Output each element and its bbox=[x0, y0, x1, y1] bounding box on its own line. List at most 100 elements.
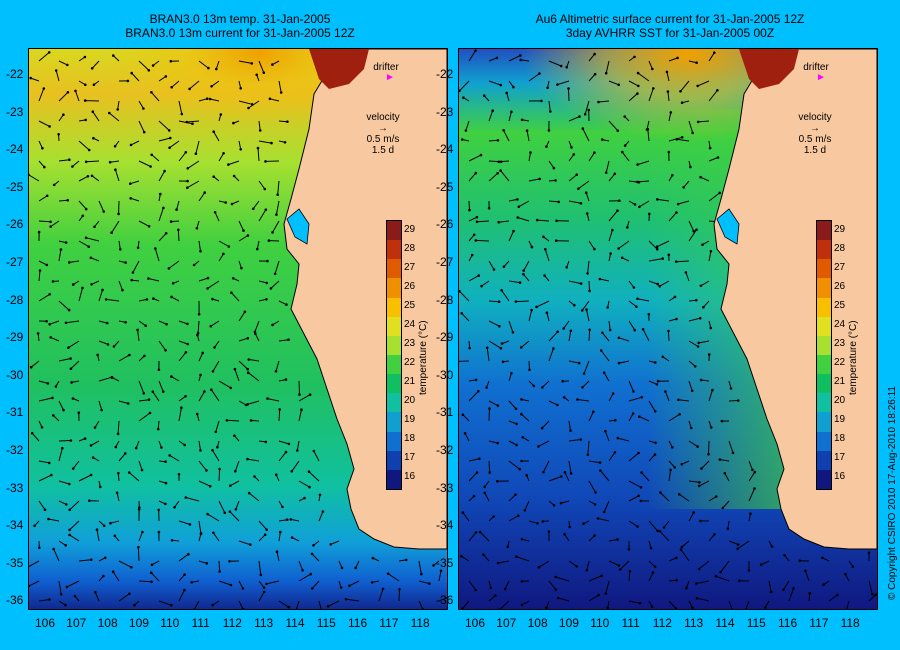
current-arrow-head bbox=[48, 322, 51, 326]
current-arrow-head bbox=[49, 336, 52, 339]
current-arrow-head bbox=[699, 284, 703, 288]
current-arrow bbox=[524, 500, 530, 511]
colorbar-swatch bbox=[817, 278, 831, 299]
current-arrow-head bbox=[271, 323, 274, 327]
current-arrow bbox=[520, 413, 530, 422]
current-arrow bbox=[108, 112, 120, 122]
current-arrow bbox=[38, 220, 51, 223]
current-arrow-head bbox=[205, 469, 208, 472]
current-arrow-head bbox=[59, 593, 63, 596]
current-arrow bbox=[238, 220, 244, 231]
current-arrow-head bbox=[199, 249, 202, 253]
current-arrow-head bbox=[91, 110, 95, 113]
current-arrow-head bbox=[126, 79, 130, 83]
lat-label: -27 bbox=[6, 255, 24, 269]
current-arrow bbox=[218, 153, 225, 162]
current-arrow-head bbox=[285, 303, 288, 306]
current-arrow bbox=[628, 300, 637, 308]
current-arrow-head bbox=[124, 261, 127, 264]
current-arrow bbox=[528, 152, 531, 162]
current-arrow bbox=[586, 309, 590, 322]
current-arrow-head bbox=[45, 194, 49, 198]
current-arrow-head bbox=[593, 151, 596, 154]
current-arrow-head bbox=[223, 511, 227, 515]
lat-label: -25 bbox=[6, 179, 24, 194]
current-arrow-head bbox=[228, 560, 231, 563]
current-arrow bbox=[171, 376, 180, 382]
current-arrow-head bbox=[792, 587, 795, 590]
current-arrow-head bbox=[247, 358, 251, 361]
current-arrow bbox=[275, 200, 280, 215]
current-arrow-head bbox=[518, 281, 522, 284]
current-arrow bbox=[38, 140, 43, 149]
colorbar-tick: 24 bbox=[404, 319, 416, 330]
current-arrow bbox=[481, 280, 490, 287]
current-arrow-head bbox=[52, 183, 56, 187]
current-arrow bbox=[238, 60, 252, 64]
current-arrow bbox=[258, 180, 266, 190]
current-arrow-head bbox=[114, 168, 117, 171]
current-arrow bbox=[38, 380, 49, 384]
current-arrow-head bbox=[474, 171, 478, 175]
current-arrow bbox=[508, 515, 519, 522]
current-arrow-head bbox=[164, 481, 168, 485]
current-arrow-head bbox=[340, 566, 344, 570]
lat-label: -33 bbox=[6, 480, 24, 495]
current-arrow bbox=[536, 300, 550, 308]
current-arrow bbox=[748, 488, 755, 502]
current-arrow-head bbox=[671, 446, 674, 449]
current-arrow-head bbox=[197, 312, 201, 316]
current-arrow-head bbox=[344, 597, 348, 601]
current-arrow-head bbox=[480, 284, 483, 288]
current-arrow-head bbox=[523, 509, 527, 512]
current-arrow-head bbox=[209, 324, 213, 328]
right-map-svg bbox=[459, 49, 877, 609]
current-arrow bbox=[186, 120, 200, 123]
left-current-arrows bbox=[29, 51, 447, 609]
colorbar-swatch bbox=[817, 316, 831, 337]
current-arrow bbox=[664, 391, 670, 402]
current-arrow bbox=[158, 600, 172, 606]
current-arrow-head bbox=[276, 193, 279, 196]
current-arrow-head bbox=[667, 253, 671, 257]
current-arrow-head bbox=[210, 85, 213, 88]
current-arrow-head bbox=[265, 528, 268, 531]
current-arrow-head bbox=[570, 146, 573, 149]
current-arrow-head bbox=[633, 203, 637, 206]
current-arrow bbox=[688, 120, 694, 134]
current-arrow bbox=[58, 400, 64, 411]
current-arrow-head bbox=[285, 518, 289, 521]
current-arrow-head bbox=[617, 564, 621, 567]
current-arrow bbox=[187, 160, 200, 169]
current-arrow-head bbox=[185, 120, 189, 124]
current-arrow bbox=[211, 80, 220, 87]
current-arrow-head bbox=[639, 486, 643, 489]
current-arrow bbox=[114, 169, 120, 182]
current-arrow-head bbox=[689, 165, 692, 169]
current-arrow-head bbox=[472, 233, 476, 237]
current-arrow bbox=[700, 176, 710, 182]
current-arrow bbox=[138, 412, 151, 422]
current-arrow-head bbox=[621, 150, 624, 154]
current-arrow-head bbox=[616, 436, 620, 440]
current-arrow bbox=[621, 151, 630, 162]
current-arrow bbox=[38, 474, 52, 482]
current-arrow bbox=[207, 513, 220, 522]
colorbar-swatch bbox=[387, 355, 401, 375]
current-arrow bbox=[110, 160, 120, 163]
current-arrow bbox=[676, 138, 690, 142]
current-arrow-head bbox=[628, 569, 632, 573]
current-arrow bbox=[528, 360, 530, 370]
current-arrow-head bbox=[659, 491, 662, 494]
current-arrow-head bbox=[180, 112, 184, 116]
current-arrow-head bbox=[538, 177, 541, 181]
current-arrow bbox=[605, 60, 610, 74]
current-arrow-head bbox=[47, 517, 50, 521]
current-arrow bbox=[278, 339, 289, 342]
current-arrow bbox=[313, 450, 320, 462]
current-arrow-head bbox=[541, 520, 545, 523]
current-arrow-head bbox=[65, 503, 68, 506]
current-arrow-head bbox=[514, 493, 517, 497]
current-arrow bbox=[218, 500, 226, 514]
current-arrow-head bbox=[284, 450, 288, 454]
